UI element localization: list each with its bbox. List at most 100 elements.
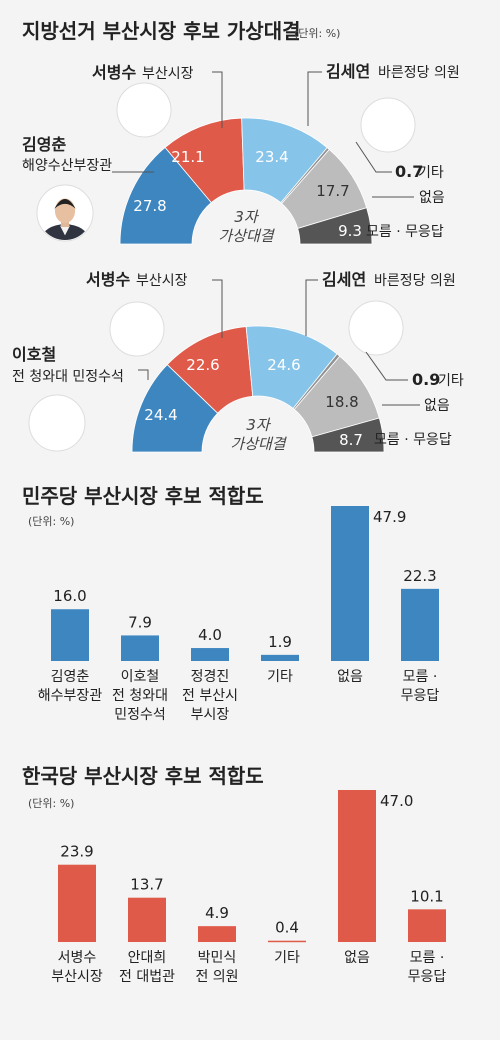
none-label: 없음 — [424, 398, 450, 414]
donut-center-label: 가상대결 — [218, 227, 275, 245]
bar-value-label: 4.9 — [205, 904, 229, 922]
bar-value-label: 10.1 — [410, 887, 443, 905]
candidate-role: 부산시장 — [142, 66, 194, 82]
bar — [408, 909, 446, 942]
shirt-shape — [60, 225, 70, 236]
candidate-role: 해양수산부장관 — [22, 158, 112, 174]
bar-category-label: 전 부산시 — [182, 688, 238, 704]
bar-category-label: 무응답 — [401, 688, 440, 704]
none-label: 없음 — [419, 190, 445, 206]
bar-value-label: 47.0 — [380, 792, 413, 810]
bar-value-label: 1.9 — [268, 633, 292, 651]
donut-chart-2: 24.4 22.6 24.6 18.8 8.7 — [131, 325, 385, 453]
chart-title: 민주당 부산시장 후보 적합도 — [22, 484, 264, 508]
portrait-candidate — [28, 394, 86, 452]
other-value: 0.7 — [395, 162, 423, 181]
bar-category-label: 김영춘 — [51, 669, 90, 685]
other-value: 0.9 — [412, 370, 440, 389]
leader-line — [212, 71, 223, 128]
bar-category-label: 박민식 — [198, 950, 237, 966]
bar-category-label: 부산시장 — [51, 969, 103, 985]
bar-value-label: 13.7 — [130, 876, 163, 894]
portrait-figure — [41, 198, 89, 240]
bar — [268, 940, 306, 943]
chart-unit: (단위: %) — [294, 27, 340, 40]
portrait-candidate — [360, 97, 416, 153]
portrait-bg — [28, 394, 86, 452]
donut-segment — [311, 417, 385, 453]
bar-category-label: 모름 · — [410, 950, 445, 966]
bar — [58, 864, 96, 942]
donut-value-label: 24.6 — [267, 356, 300, 374]
portrait-bg — [116, 82, 172, 138]
candidate-role: 전 청와대 민정수석 — [12, 369, 124, 385]
donut-value-label: 9.3 — [338, 222, 362, 240]
bar-chart-4 — [58, 790, 446, 943]
bar — [261, 654, 299, 661]
donut-value-label: 22.6 — [186, 356, 219, 374]
donut-value-label: 24.4 — [144, 406, 177, 424]
donut-value-label: 17.7 — [316, 182, 349, 200]
bar — [198, 926, 236, 942]
bar — [401, 588, 439, 661]
bar-category-label: 부시장 — [191, 707, 230, 723]
leader-line — [365, 351, 408, 381]
bar-chart-3 — [51, 506, 439, 661]
bar-value-label: 0.4 — [275, 919, 299, 937]
bar-category-label: 기타 — [267, 669, 293, 685]
bar-category-label: 전 대법관 — [119, 969, 175, 985]
bar-category-label: 기타 — [274, 950, 300, 966]
bar-category-label: 전 청와대 — [112, 688, 168, 704]
bar — [121, 635, 159, 661]
bar-value-label: 4.0 — [198, 626, 222, 644]
bar — [191, 648, 229, 661]
donut-center-label: 3자 — [246, 416, 272, 434]
portrait-bg — [109, 301, 165, 357]
bar-value-label: 47.9 — [373, 508, 406, 526]
suit-shape — [41, 224, 89, 240]
portrait-bg — [360, 97, 416, 153]
leader-line — [138, 369, 149, 380]
chart-unit: (단위: %) — [28, 797, 74, 810]
donut-segment — [297, 207, 373, 245]
candidate-name: 김세연 — [326, 62, 370, 81]
hair-shape — [54, 199, 76, 209]
portrait-bg — [348, 300, 404, 356]
candidate-role: 바른정당 의원 — [374, 273, 456, 289]
bar-value-label: 23.9 — [60, 843, 93, 861]
donut-center-label: 가상대결 — [230, 435, 287, 453]
portrait-candidate — [36, 184, 94, 242]
bar — [51, 609, 89, 661]
leader-line — [305, 279, 318, 336]
bar-category-label: 정경진 — [191, 669, 230, 685]
candidate-name: 김영춘 — [22, 135, 66, 154]
donut-value-label: 8.7 — [339, 431, 363, 449]
donut-value-label: 27.8 — [133, 197, 166, 215]
donut-value-label: 23.4 — [255, 148, 288, 166]
candidate-role: 부산시장 — [136, 273, 188, 289]
bar-category-label: 서병수 — [58, 950, 97, 966]
candidate-name: 김세연 — [322, 270, 366, 289]
candidate-name: 서병수 — [92, 63, 136, 82]
chart-unit: (단위: %) — [28, 515, 74, 528]
candidate-role: 바른정당 의원 — [378, 65, 460, 81]
bar — [331, 506, 369, 661]
bar-value-label: 22.3 — [403, 567, 436, 585]
bar-value-label: 7.9 — [128, 613, 152, 631]
bar-value-label: 16.0 — [53, 587, 86, 605]
other-label: 기타 — [438, 373, 464, 389]
donut-value-label: 18.8 — [325, 393, 358, 411]
leader-line — [355, 141, 392, 173]
bar-category-label: 없음 — [344, 950, 370, 966]
bar-category-label: 모름 · — [403, 669, 438, 685]
candidate-name: 서병수 — [86, 270, 130, 289]
bar-category-label: 해수부장관 — [38, 688, 103, 704]
donut-value-label: 21.1 — [171, 148, 204, 166]
chart-title: 한국당 부산시장 후보 적합도 — [22, 764, 264, 788]
bar-category-label: 민정수석 — [114, 707, 166, 723]
portrait-candidate — [348, 300, 404, 356]
leader-line — [307, 71, 322, 126]
bar-category-label: 무응답 — [408, 969, 447, 985]
